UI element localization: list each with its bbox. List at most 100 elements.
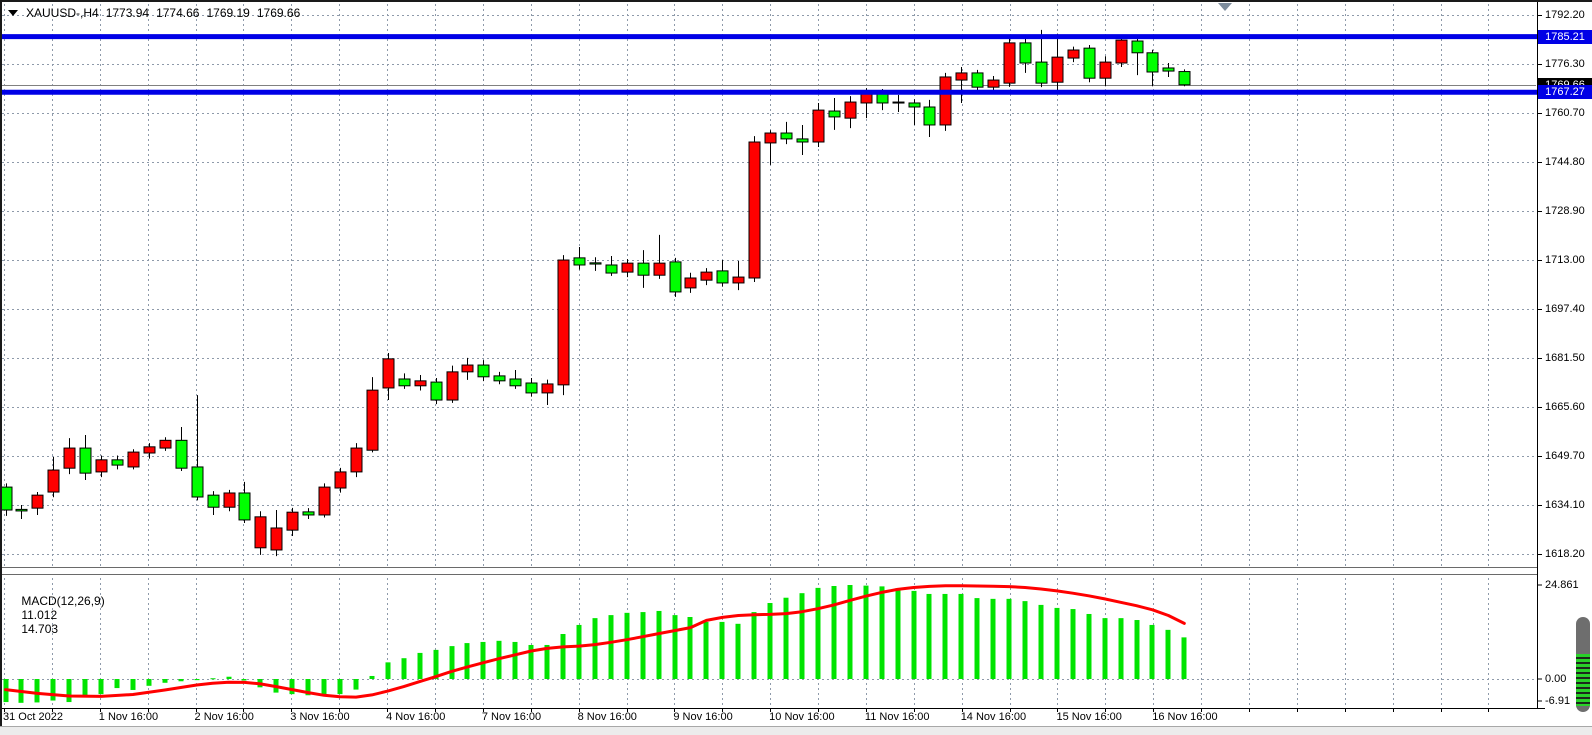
candle-body [175, 439, 188, 469]
candle-body [780, 132, 793, 140]
candle-body [1178, 71, 1191, 86]
time-axis-label: 2 Nov 16:00 [194, 711, 254, 723]
candle-body [79, 447, 92, 474]
macd-histogram-bar [417, 652, 423, 679]
macd-histogram-bar [162, 679, 168, 683]
candle-body [382, 358, 395, 389]
price-axis-label: 1618.20 [1545, 548, 1585, 560]
candle-body [191, 466, 204, 498]
candle-body [127, 451, 140, 468]
lower-level-price-badge: 1767.27 [1538, 85, 1592, 100]
candle-body [844, 101, 857, 119]
macd-histogram-bar [751, 612, 757, 679]
candle-body [1035, 61, 1048, 84]
time-axis-label: 4 Nov 16:00 [386, 711, 446, 723]
macd-histogram-bar [1038, 604, 1044, 679]
candle-body [334, 471, 347, 489]
macd-axis-label: 24.861 [1545, 579, 1579, 591]
candle-body [15, 508, 28, 512]
time-axis-label: 31 Oct 2022 [3, 711, 63, 723]
time-axis-label: 14 Nov 16:00 [960, 711, 1027, 723]
chart-scroll-marker-icon[interactable] [1218, 3, 1232, 11]
candle-body [1019, 42, 1032, 64]
macd-histogram-bar [1165, 629, 1171, 679]
candle-body [732, 276, 745, 284]
macd-histogram-bar [464, 643, 470, 679]
candle-body [1067, 49, 1080, 59]
candle-body [95, 459, 108, 473]
candle-body [589, 262, 602, 265]
macd-histogram-bar [608, 615, 614, 679]
macd-histogram-bar [82, 679, 88, 698]
macd-histogram-bar [385, 662, 391, 679]
macd-histogram-bar [767, 603, 773, 679]
macd-histogram-bar [576, 624, 582, 679]
macd-histogram-bar [449, 646, 455, 679]
macd-histogram-bar [305, 679, 311, 696]
candle-body [1115, 39, 1128, 64]
candle-body [1083, 47, 1096, 79]
candle-body [286, 511, 299, 531]
high-value: 1774.66 [156, 6, 200, 20]
window-bottom-strip [0, 726, 1592, 735]
time-axis-label: 3 Nov 16:00 [290, 711, 350, 723]
time-axis-label: 16 Nov 16:00 [1152, 711, 1218, 723]
macd-histogram-bar [321, 679, 327, 697]
candle-body [557, 259, 570, 386]
candle-body [270, 527, 283, 551]
candle-body [47, 469, 60, 493]
candle-body [812, 109, 825, 143]
macd-histogram-bar [831, 585, 837, 679]
macd-histogram-bar [1006, 598, 1012, 679]
price-axis-badges: 1785.211769.661767.27 [1538, 0, 1592, 735]
macd-histogram-bar [799, 593, 805, 679]
time-axis-label: 11 Nov 16:00 [864, 711, 930, 723]
indicator-signal-value: 14.703 [21, 622, 59, 636]
macd-histogram-bar [480, 641, 486, 679]
macd-histogram-bar [369, 675, 375, 679]
indicator-main-value: 11.012 [21, 608, 58, 622]
price-axis-label: 1760.70 [1545, 107, 1585, 119]
macd-histogram-bar [1086, 613, 1092, 679]
candle-body [955, 72, 968, 81]
right-level-indicator [1576, 617, 1590, 712]
macd-histogram-bar [958, 593, 964, 679]
macd-histogram-bar [847, 585, 853, 679]
macd-histogram-bar [592, 618, 598, 679]
candle-body [350, 447, 363, 473]
price-axis-label: 1728.90 [1545, 205, 1585, 217]
low-value: 1769.19 [206, 6, 250, 20]
candle-body [414, 380, 427, 387]
macd-histogram-bar [337, 679, 343, 695]
time-axis-label: 10 Nov 16:00 [769, 711, 835, 723]
price-axis-label: 1713.00 [1545, 254, 1585, 266]
candle-body [637, 262, 650, 276]
time-axis-label: 9 Nov 16:00 [673, 711, 733, 723]
candle-body [764, 132, 777, 144]
title-dropdown-icon[interactable] [8, 10, 18, 16]
macd-histogram-bar [815, 587, 821, 679]
macd-histogram-bar [926, 593, 932, 679]
price-axis-label: 1744.80 [1545, 156, 1585, 168]
candle-body [446, 371, 459, 401]
candle-body [684, 277, 697, 289]
candle-body [493, 375, 506, 382]
macd-histogram-bar [1134, 620, 1140, 679]
macd-histogram-bar [1054, 607, 1060, 679]
macd-histogram-bar [1070, 609, 1076, 679]
indicator-name: MACD(12,26,9) [21, 594, 105, 608]
candle-body [1051, 56, 1064, 83]
candle-body [525, 382, 538, 394]
macd-histogram-bar [34, 679, 40, 703]
open-value: 1773.94 [105, 6, 150, 20]
symbol-period-label: XAUUSD-,H4 [26, 6, 99, 20]
candle-body [223, 492, 236, 508]
close-value: 1769.66 [256, 6, 301, 20]
candle-body [653, 262, 666, 276]
window-left-border [0, 0, 2, 726]
candle-body [700, 271, 713, 281]
